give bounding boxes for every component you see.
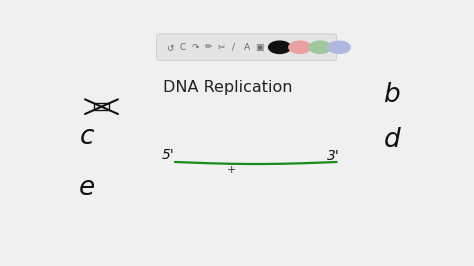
Text: ▣: ▣ bbox=[255, 43, 264, 52]
Text: 5': 5' bbox=[161, 148, 174, 162]
Bar bbox=[94, 103, 109, 110]
Text: ✏: ✏ bbox=[204, 43, 212, 52]
Text: A: A bbox=[244, 43, 250, 52]
Circle shape bbox=[328, 41, 350, 53]
Text: ✂: ✂ bbox=[217, 43, 225, 52]
Text: 3': 3' bbox=[327, 149, 339, 163]
Circle shape bbox=[289, 41, 311, 53]
Text: DNA Replication: DNA Replication bbox=[164, 80, 293, 95]
Circle shape bbox=[269, 41, 291, 53]
Text: c: c bbox=[80, 124, 94, 150]
Circle shape bbox=[309, 41, 331, 53]
Text: b: b bbox=[383, 82, 400, 109]
Text: d: d bbox=[383, 127, 400, 153]
Text: ↷: ↷ bbox=[191, 43, 199, 52]
Text: /: / bbox=[232, 43, 235, 52]
Text: ↺: ↺ bbox=[166, 43, 173, 52]
Text: C: C bbox=[179, 43, 185, 52]
FancyBboxPatch shape bbox=[156, 34, 337, 61]
Text: +: + bbox=[227, 165, 236, 175]
Text: e: e bbox=[79, 174, 95, 201]
